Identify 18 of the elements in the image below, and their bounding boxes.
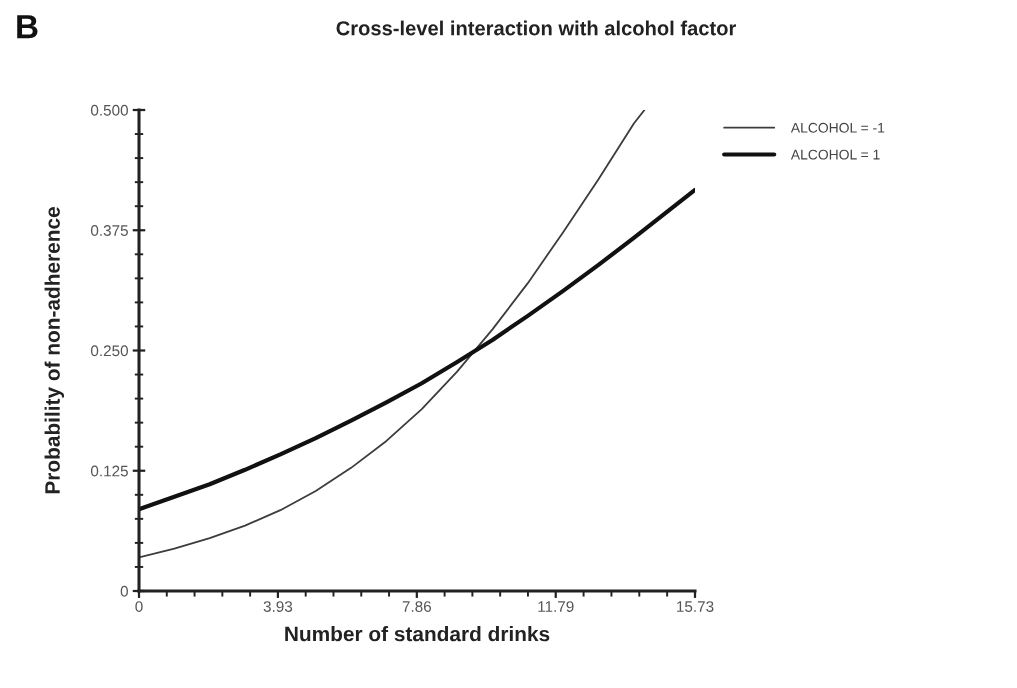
text: B — [17, 15, 38, 39]
x-tick-label: 3.93 — [263, 601, 293, 612]
legend-label: ALCOHOL = 1 — [790, 149, 880, 160]
x-tick-label: 15.73 — [677, 601, 714, 612]
legend-label: ALCOHOL = -1 — [790, 122, 885, 133]
y-axis-title: Probability of non-adherence — [44, 207, 64, 494]
y-tick-label: 0.500 — [90, 104, 128, 116]
x-axis-title: Number of standard drinks — [285, 626, 550, 642]
x-tick-label: 0 — [135, 601, 143, 612]
line-series — [139, 110, 646, 559]
x-tick-label: 11.79 — [538, 601, 574, 612]
x-tick-label: 7.86 — [402, 601, 432, 612]
y-tick-label: 0.125 — [90, 465, 128, 477]
line-series — [139, 187, 695, 512]
y-tick-label: 0.375 — [90, 225, 128, 236]
y-tick-label: 0 — [120, 585, 128, 597]
y-tick-label: 0.250 — [90, 345, 128, 357]
chart-title: Cross-level interaction with alcohol factor — [336, 20, 737, 36]
